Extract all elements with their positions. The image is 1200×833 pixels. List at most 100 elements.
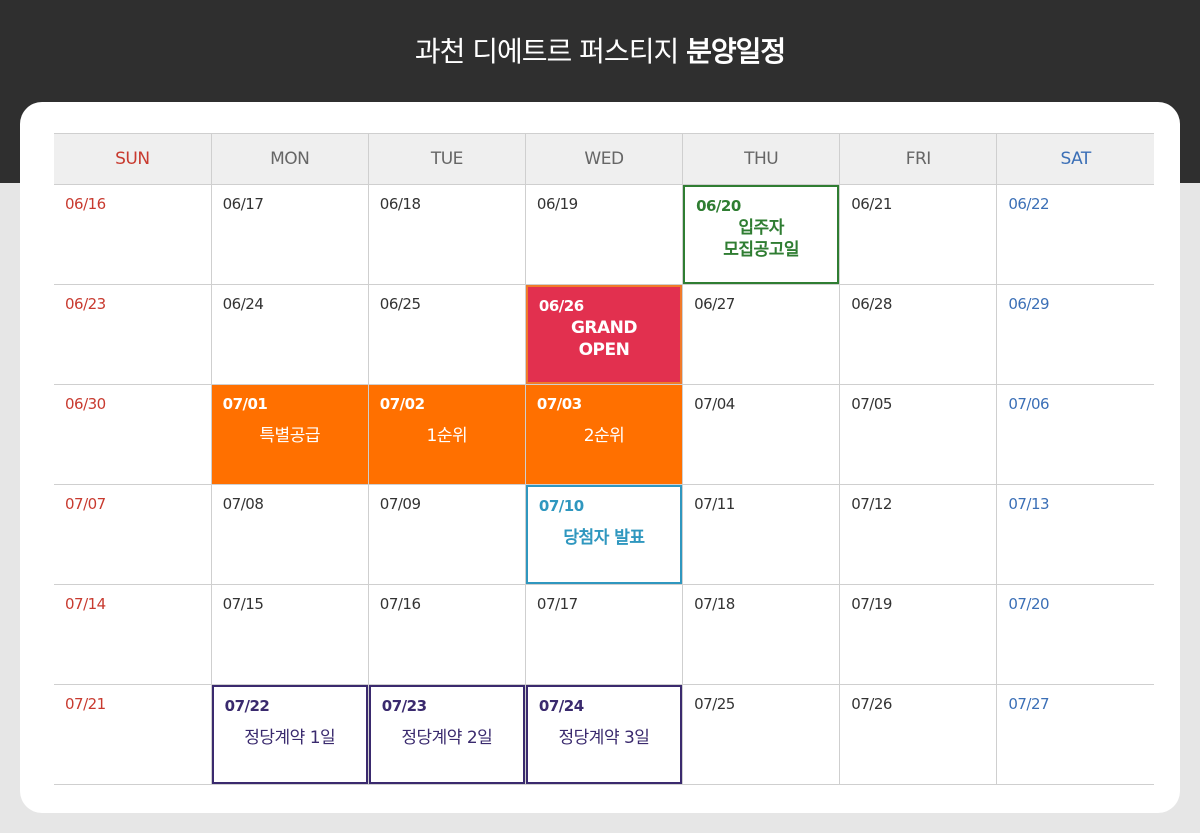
calendar-day-cell: 07/12	[839, 484, 997, 585]
calendar-day-cell: 07/25	[682, 684, 840, 785]
event-label: 모집공고일	[723, 240, 799, 260]
calendar-day-cell: 07/16	[367, 584, 526, 685]
calendar-day-cell: 07/26	[839, 684, 997, 785]
calendar-day: 06/17	[212, 185, 368, 284]
calendar-day-cell: 06/21	[839, 184, 997, 285]
calendar-week-row: 06/23 06/24 06/25 06/26 GRAND OPEN 06/27 06/28 0…	[54, 284, 1154, 385]
weekday-sun: SUN	[54, 133, 212, 185]
event-label: 정당계약 3일	[558, 728, 650, 748]
calendar-event-orange: 07/03 2순위	[525, 385, 683, 484]
calendar-day: 07/12	[840, 485, 996, 584]
day-date: 07/07	[65, 495, 106, 513]
calendar-day: 07/07	[54, 485, 211, 584]
calendar-day: 06/25	[369, 285, 525, 384]
page-title: 과천 디에트르 퍼스티지 분양일정	[0, 30, 1200, 74]
calendar-day-cell: 07/04	[682, 384, 840, 485]
calendar-day-cell: 07/14	[54, 584, 212, 685]
day-date: 07/12	[851, 495, 892, 513]
day-date: 07/13	[1008, 495, 1050, 513]
calendar-day-cell: 06/24	[210, 284, 369, 385]
calendar-day: 07/13	[997, 485, 1154, 584]
weekday-wed: WED	[524, 133, 683, 185]
calendar-week-row: 07/14 07/15 07/16 07/17 07/18 07/19 07/20	[54, 584, 1154, 685]
day-date: 07/02	[379, 395, 425, 413]
weekday-mon: MON	[210, 133, 369, 185]
calendar-day-cell: 06/17	[210, 184, 369, 285]
day-date: 06/18	[379, 195, 421, 213]
day-date: 06/27	[694, 295, 735, 313]
calendar-day-cell: 07/13	[996, 484, 1154, 585]
calendar-day: 07/17	[526, 585, 682, 684]
day-date: 07/22	[224, 697, 270, 715]
day-date: 07/17	[536, 595, 578, 613]
calendar-day: 07/27	[997, 685, 1154, 784]
calendar-day-cell: 07/09	[367, 484, 526, 585]
calendar-day-cell: 07/15	[210, 584, 369, 685]
calendar-day: 06/24	[212, 285, 368, 384]
calendar-day-cell: 06/18	[367, 184, 526, 285]
weekday-sat: SAT	[996, 133, 1154, 185]
calendar-day-cell: 06/29	[996, 284, 1154, 385]
event-label: 입주자	[738, 218, 784, 238]
day-date: 07/16	[379, 595, 421, 613]
day-date: 07/18	[694, 595, 735, 613]
calendar-day-cell: 06/27	[682, 284, 840, 385]
day-date: 07/23	[381, 697, 427, 715]
day-date: 07/26	[851, 695, 892, 713]
calendar-event-blue: 07/10 당첨자 발표	[525, 485, 683, 584]
day-date: 06/30	[65, 395, 106, 413]
event-label: 당첨자 발표	[563, 528, 645, 548]
calendar-day-cell: 07/10 당첨자 발표	[524, 484, 683, 585]
weekday-fri: FRI	[839, 133, 997, 185]
day-date: 06/21	[851, 195, 892, 213]
calendar-day-cell: 06/30	[54, 384, 212, 485]
day-date: 06/28	[851, 295, 892, 313]
calendar-day-cell: 07/03 2순위	[524, 384, 683, 485]
day-date: 07/06	[1008, 395, 1050, 413]
day-date: 07/05	[851, 395, 892, 413]
day-date: 07/25	[694, 695, 735, 713]
event-label: 특별공급	[259, 426, 320, 446]
calendar-day-cell: 07/11	[682, 484, 840, 585]
calendar-day: 07/14	[54, 585, 211, 684]
calendar-day-cell: 07/08	[210, 484, 369, 585]
calendar-day-cell: 06/23	[54, 284, 212, 385]
calendar-day: 06/23	[54, 285, 211, 384]
event-label: GRAND	[570, 318, 638, 338]
day-date: 07/10	[538, 497, 584, 515]
day-date: 07/19	[851, 595, 892, 613]
calendar-day: 07/26	[840, 685, 996, 784]
calendar-day-cell: 07/06	[996, 384, 1154, 485]
calendar-week-row: 06/30 07/01 특별공급 07/02 1순위 07/03 2순위 07/04 07/05…	[54, 384, 1154, 485]
day-date: 06/19	[536, 195, 578, 213]
event-label: OPEN	[578, 340, 630, 360]
calendar-week-row: 06/16 06/17 06/18 06/19 06/20 입주자 모집공고일 06/21 06…	[54, 184, 1154, 285]
day-date: 07/24	[538, 697, 584, 715]
calendar-day: 07/18	[683, 585, 839, 684]
calendar-day-cell: 07/21	[54, 684, 212, 785]
calendar-day: 07/21	[54, 685, 211, 784]
day-date: 07/04	[694, 395, 735, 413]
calendar-day: 07/19	[840, 585, 996, 684]
calendar-event-green: 06/20 입주자 모집공고일	[683, 185, 840, 284]
calendar-day: 07/20	[997, 585, 1154, 684]
calendar-day: 06/29	[997, 285, 1154, 384]
calendar-day-cell: 07/20	[996, 584, 1154, 685]
event-label: 정당계약 1일	[244, 728, 336, 748]
calendar-week-row: 07/21 07/22 정당계약 1일 07/23 정당계약 2일 07/24 정당계약 3…	[54, 684, 1154, 785]
day-date: 07/03	[536, 395, 582, 413]
weekday-tue: TUE	[367, 133, 526, 185]
calendar-day-cell: 07/23 정당계약 2일	[367, 684, 526, 785]
calendar-day: 07/08	[212, 485, 368, 584]
day-date: 07/21	[65, 695, 106, 713]
weekday-thu: THU	[682, 133, 840, 185]
day-date: 07/08	[222, 495, 264, 513]
day-date: 07/11	[694, 495, 735, 513]
day-date: 06/23	[65, 295, 106, 313]
title-bold: 분양일정	[686, 35, 786, 68]
title-regular: 과천 디에트르 퍼스티지	[414, 35, 679, 68]
calendar-day: 06/18	[369, 185, 525, 284]
calendar-day-cell: 07/18	[682, 584, 840, 685]
day-date: 07/01	[222, 395, 268, 413]
calendar-day-cell: 06/20 입주자 모집공고일	[682, 184, 840, 285]
